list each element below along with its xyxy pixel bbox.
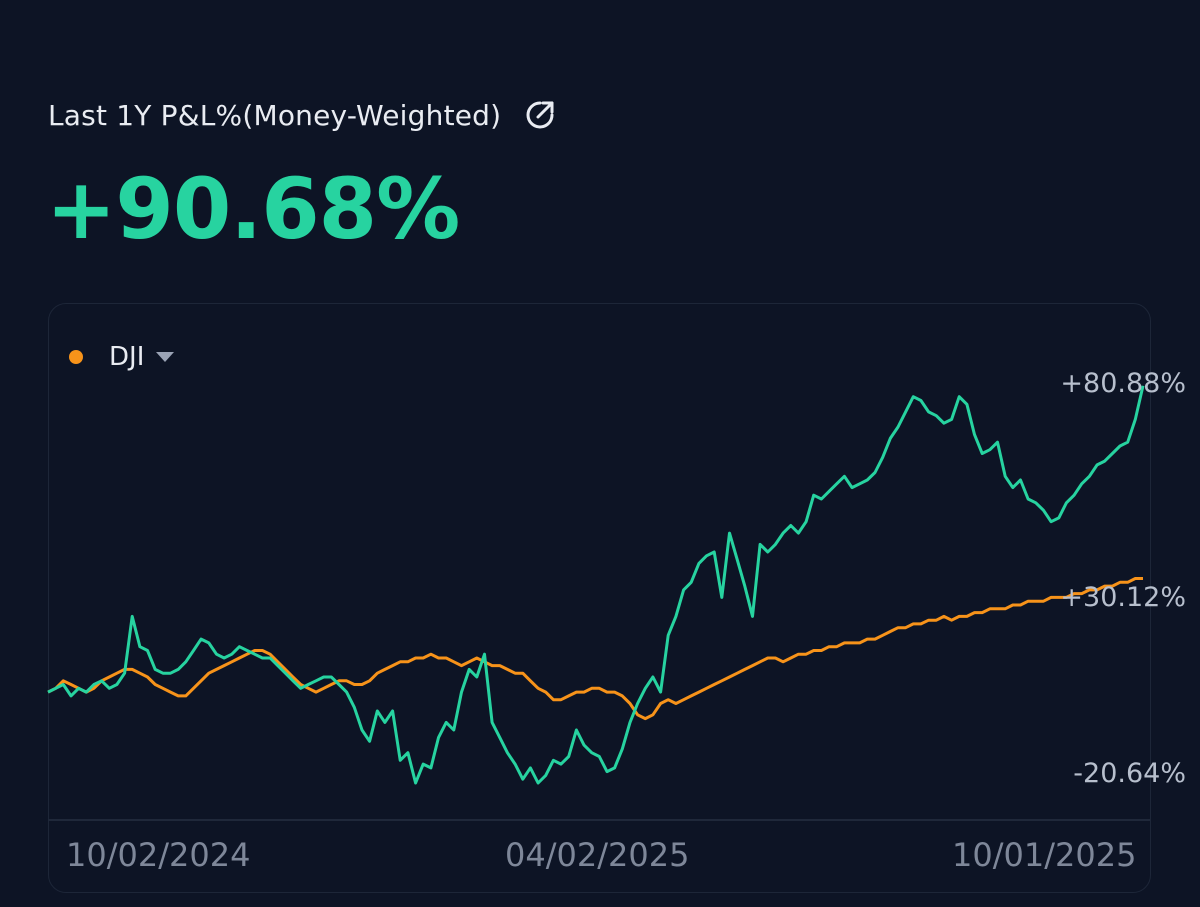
y-label-bottom: -20.64% [1073,758,1186,789]
x-label-start: 10/02/2024 [66,836,251,874]
dji-series-line [47,577,1143,721]
pl-header: Last 1Y P&L%(Money-Weighted) [48,98,557,132]
pl-title: Last 1Y P&L%(Money-Weighted) [48,98,502,132]
portfolio-series-line [47,385,1145,785]
pl-value: +90.68% [46,160,460,258]
benchmark-label: DJI [109,342,145,372]
x-label-end: 10/01/2025 [952,836,1137,874]
y-label-top: +80.88% [1060,368,1186,399]
x-label-mid: 04/02/2025 [505,836,690,874]
benchmark-selector[interactable]: DJI [69,342,175,372]
share-link-icon[interactable] [523,98,557,132]
chevron-down-icon[interactable] [156,352,175,362]
y-label-mid: +30.12% [1060,582,1186,613]
benchmark-dot [69,350,83,364]
chart-card: DJI [48,303,1151,893]
